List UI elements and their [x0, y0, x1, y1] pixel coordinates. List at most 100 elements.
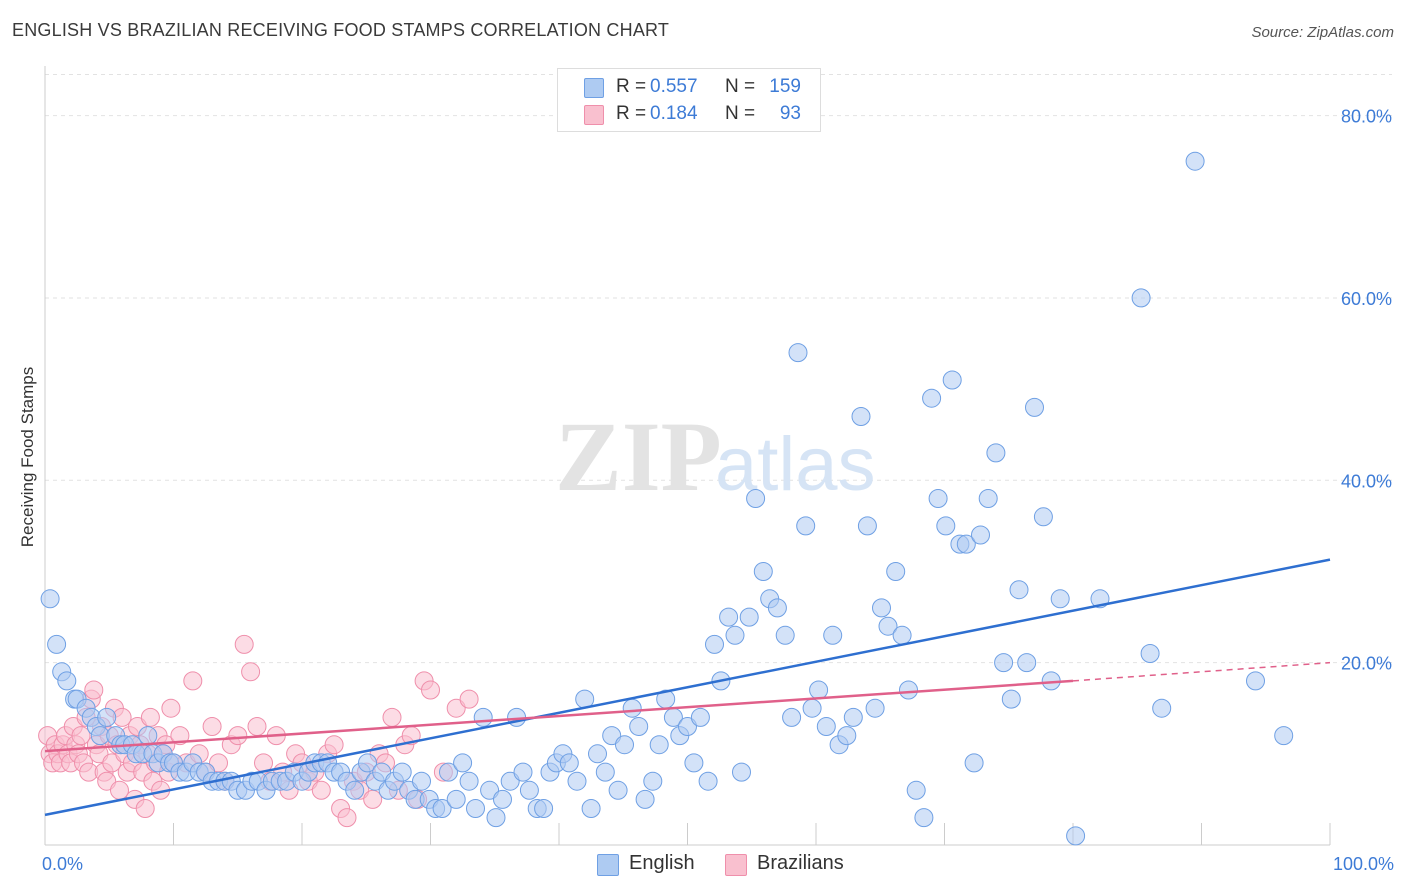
data-point [753, 562, 773, 581]
legend-n-value: 159 [769, 76, 801, 97]
y-tick-label: 60.0% [1341, 289, 1392, 309]
data-point [732, 762, 751, 782]
data-point [986, 443, 1006, 463]
data-point [690, 707, 710, 727]
data-point [446, 789, 466, 809]
data-point [138, 726, 158, 746]
data-point [486, 808, 506, 828]
data-point [1033, 507, 1053, 527]
data-point [809, 680, 829, 700]
y-tick-label: 40.0% [1341, 471, 1392, 491]
series-english [40, 151, 1294, 846]
trend-line-brazilians-extension [1072, 661, 1331, 682]
data-point [971, 525, 990, 545]
data-point [513, 762, 533, 782]
data-point [1050, 589, 1070, 609]
data-point [412, 771, 431, 791]
data-point [678, 717, 697, 736]
data-point [892, 625, 912, 645]
axes [44, 66, 1331, 846]
bottom-legend-swatch-english [597, 854, 619, 876]
legend-n-label: N = [725, 76, 761, 97]
data-point [725, 625, 745, 645]
data-point [1274, 726, 1294, 746]
trend-line-brazilians [44, 679, 1074, 753]
data-point [345, 780, 365, 800]
data-point [110, 780, 129, 800]
data-point [559, 753, 579, 773]
data-point [228, 726, 248, 746]
data-point [782, 707, 802, 727]
data-point [1246, 671, 1265, 691]
legend-r-value: 0.184 [650, 103, 698, 124]
data-point [928, 489, 948, 508]
data-point [899, 680, 918, 700]
data-point [857, 516, 877, 536]
x-tick-label: 0.0% [42, 854, 83, 874]
data-point [837, 726, 857, 746]
data-point [684, 753, 704, 773]
data-point [595, 762, 615, 782]
trend-line-english [44, 558, 1331, 817]
data-point [392, 762, 412, 782]
data-point [649, 735, 669, 755]
data-point [1025, 397, 1044, 417]
data-point [581, 799, 601, 818]
data-point [421, 680, 440, 700]
data-point [40, 589, 60, 609]
data-point [453, 753, 473, 773]
data-point [363, 789, 383, 809]
y-tick-label: 80.0% [1341, 107, 1392, 127]
data-point [739, 607, 759, 627]
watermark-zip: ZIP [555, 401, 722, 512]
trend-lines [44, 558, 1331, 817]
legend-swatch-brazilians [584, 105, 604, 125]
data-point [608, 780, 628, 800]
data-point [994, 653, 1014, 673]
legend-r-label: R = [616, 103, 652, 124]
data-point [234, 634, 254, 654]
chart-source: Source: ZipAtlas.com [1251, 24, 1394, 41]
data-point [97, 707, 117, 727]
data-point [851, 407, 871, 426]
data-point [1152, 698, 1172, 718]
data-point [202, 717, 222, 736]
data-point [698, 771, 718, 791]
data-point [1017, 653, 1037, 673]
data-point [705, 634, 724, 654]
data-point [843, 707, 863, 727]
tick-labels: 20.0% 40.0% 60.0% 80.0% 0.0% 100.0% [42, 107, 1394, 874]
data-point [382, 707, 402, 727]
data-point [432, 799, 452, 818]
data-point [978, 489, 998, 508]
x-tick-label: 100.0% [1333, 854, 1394, 874]
data-point [629, 717, 649, 736]
data-point [865, 698, 885, 718]
data-point [102, 753, 122, 773]
watermark: ZIP atlas [555, 401, 876, 512]
data-point [878, 616, 898, 636]
data-point [914, 808, 934, 828]
data-point [936, 516, 956, 536]
data-point [247, 717, 267, 736]
data-point [956, 534, 976, 554]
legend-r-label: R = [616, 76, 652, 97]
data-point [170, 726, 190, 746]
data-point [473, 707, 493, 727]
data-point [588, 744, 607, 764]
data-point [719, 607, 739, 627]
data-point [922, 388, 942, 408]
bottom-legend-swatch-brazilians [725, 854, 747, 876]
bottom-legend-label-english: English [629, 852, 695, 874]
data-point [161, 698, 181, 718]
data-point [816, 717, 836, 736]
data-point [567, 771, 587, 791]
data-point [622, 698, 642, 718]
data-point [241, 662, 261, 682]
data-point [615, 735, 634, 755]
data-point [140, 707, 160, 727]
data-point [1009, 580, 1029, 600]
bottom-legend-label-brazilians: Brazilians [757, 852, 844, 874]
data-point [775, 625, 795, 645]
data-point [135, 799, 155, 818]
